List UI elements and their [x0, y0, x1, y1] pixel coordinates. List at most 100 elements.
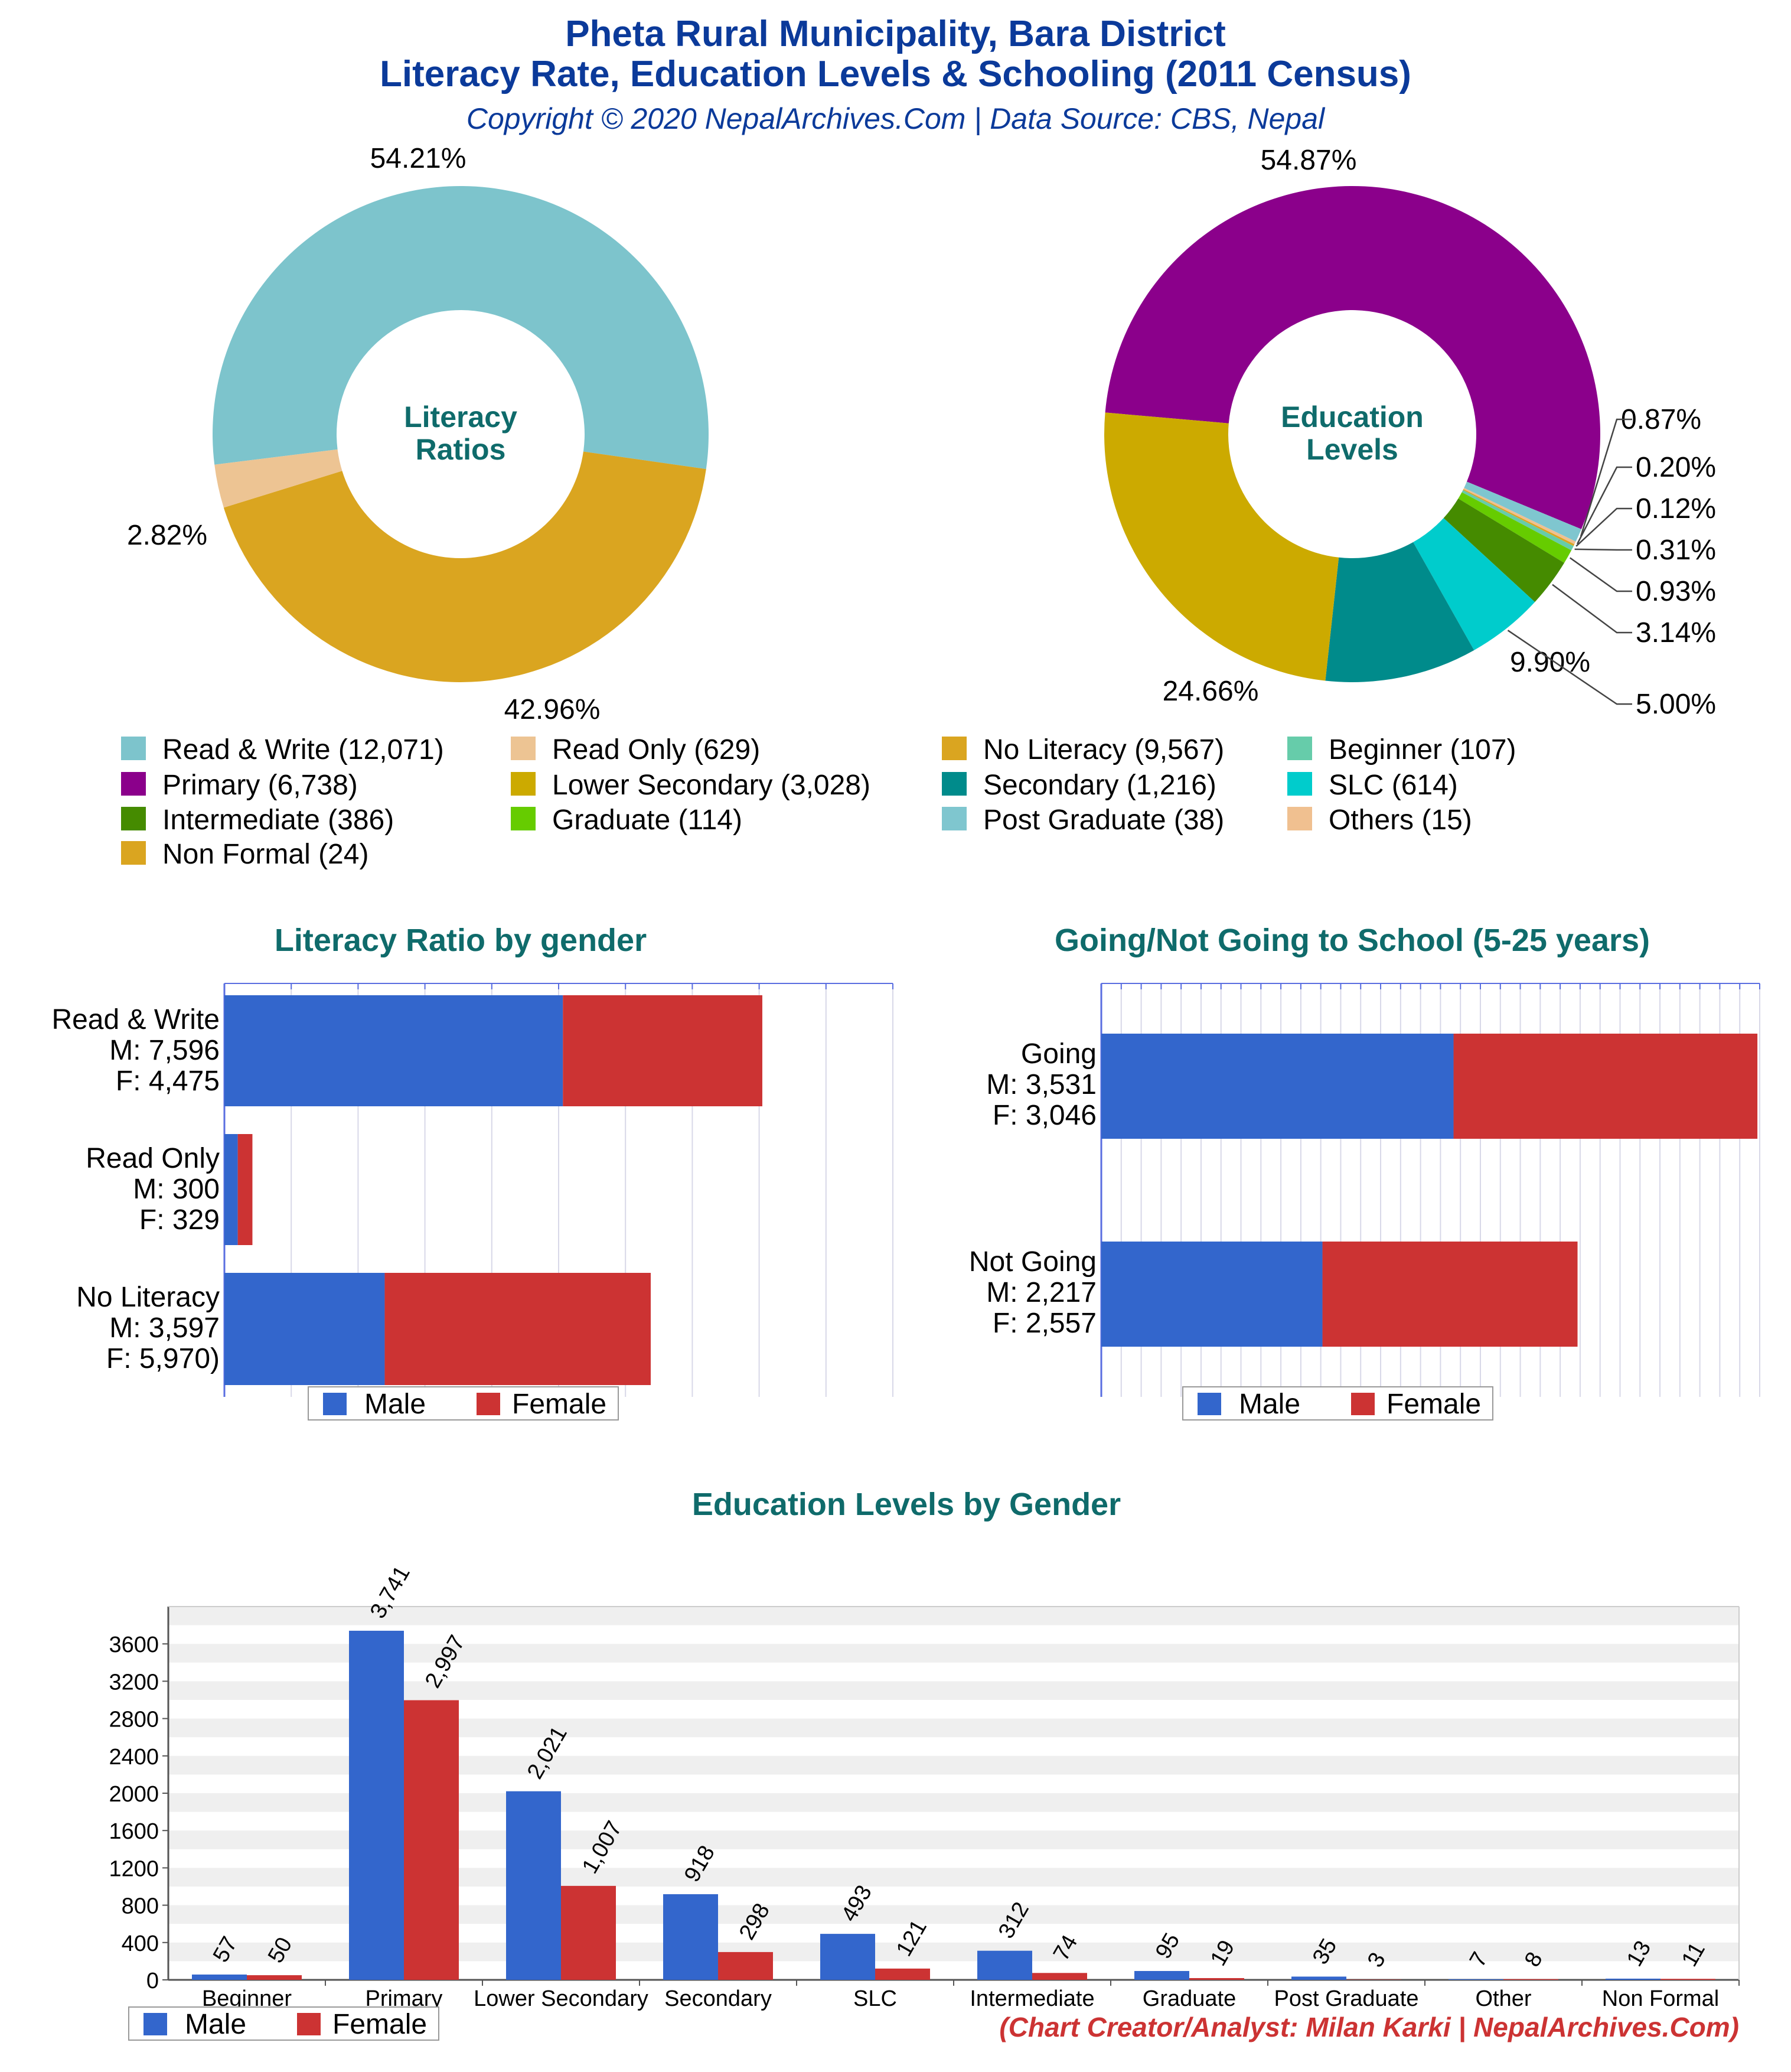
education-gender-data-label: 312 — [994, 1898, 1034, 1943]
education-gender-bar-male-graduate — [1134, 1970, 1189, 1980]
literacy-gender-bar-male-no-literacy — [224, 1273, 385, 1385]
education-leader-line-others — [1576, 466, 1632, 545]
legend-label-secondary-1-216: Secondary (1,216) — [983, 770, 1216, 801]
education-gender-bar-male-other — [1449, 1979, 1503, 1980]
schooling-bar-male-not-going — [1101, 1242, 1323, 1347]
literacy-slice-no-literacy — [223, 451, 706, 682]
credit-line: (Chart Creator/Analyst: Milan Karki | Ne… — [999, 2012, 1739, 2042]
main-subtitle-title: Literacy Rate, Education Levels & School… — [380, 54, 1411, 95]
education-gender-legend-label-female: Female — [332, 2009, 427, 2040]
education-gender-bar-female-slc — [875, 1968, 930, 1980]
legend-swatch-secondary-1-216 — [942, 772, 967, 796]
education-gender-y-tick-label: 2000 — [109, 1782, 159, 1807]
education-gender-data-label: 35 — [1308, 1934, 1342, 1969]
education-gender-bar-female-secondary — [718, 1952, 773, 1980]
legend-swatch-no-literacy-9-567 — [942, 737, 967, 760]
literacy-gender-category-label: M: 3,597 — [109, 1312, 220, 1344]
education-gender-data-label: 50 — [263, 1933, 298, 1967]
education-gender-bar-male-post-graduate — [1291, 1976, 1346, 1980]
schooling-bar-female-going — [1453, 1034, 1758, 1139]
schooling-title: Going/Not Going to School (5-25 years) — [1055, 923, 1650, 958]
education-slice-beginner — [1461, 490, 1574, 550]
education-slice-primary — [1105, 186, 1600, 529]
literacy-gender-legend-swatch-male — [323, 1393, 347, 1415]
literacy-gender-category-label: No Literacy — [76, 1282, 220, 1313]
education-slice-secondary — [1325, 542, 1474, 682]
literacy-gender-category-label: M: 7,596 — [109, 1035, 220, 1066]
legend-label-graduate-114: Graduate (114) — [552, 804, 742, 836]
education-slice-slc — [1413, 518, 1535, 650]
education-leader-line-slc — [1507, 630, 1632, 705]
education-gender-legend-swatch-female — [297, 2013, 321, 2035]
education-gender-bar-male-non-formal — [1606, 1978, 1660, 1980]
education-gender-y-tick-label: 1200 — [109, 1856, 159, 1881]
education-pct-label-primary: 54.87% — [1261, 145, 1357, 176]
schooling-legend-box — [1182, 1386, 1493, 1421]
legend-swatch-primary-6-738 — [121, 772, 146, 796]
literacy-gender-legend-swatch-female — [477, 1393, 500, 1415]
education-gender-bar-male-primary — [349, 1630, 404, 1980]
education-pct-label-lower-secondary: 24.66% — [1163, 676, 1259, 707]
main-title: Pheta Rural Municipality, Bara District — [565, 14, 1226, 54]
education-center-label: Levels — [1306, 433, 1398, 466]
literacy-gender-legend-label-male: Male — [364, 1389, 426, 1420]
literacy-slice-read-write — [213, 185, 709, 470]
literacy-gender-title: Literacy Ratio by gender — [275, 923, 647, 958]
education-gender-category-label: Intermediate — [970, 1986, 1094, 2011]
schooling-bar-female-not-going — [1322, 1242, 1578, 1347]
education-gender-data-label: 19 — [1206, 1936, 1240, 1970]
education-slice-others — [1463, 487, 1576, 545]
literacy-gender-category-label: F: 4,475 — [116, 1066, 220, 1097]
education-gender-data-label: 57 — [208, 1933, 243, 1967]
education-gender-bar-female-lower-secondary — [561, 1885, 616, 1980]
schooling-legend-label-male: Male — [1239, 1389, 1300, 1420]
education-gender-bar-male-intermediate — [977, 1950, 1032, 1980]
schooling-legend-swatch-female — [1351, 1393, 1375, 1415]
education-pct-label-intermediate: 3.14% — [1636, 617, 1716, 649]
schooling-legend-label-female: Female — [1387, 1389, 1481, 1420]
education-gender-category-label: Graduate — [1143, 1986, 1236, 2011]
education-gender-y-tick-label: 1600 — [109, 1819, 159, 1844]
legend-swatch-intermediate-386 — [121, 807, 146, 830]
legend-label-read-only-629: Read Only (629) — [552, 734, 760, 765]
education-pct-label-slc: 5.00% — [1636, 689, 1716, 720]
schooling-category-label: Not Going — [969, 1246, 1097, 1278]
legend-swatch-graduate-114 — [511, 807, 536, 830]
schooling-category-label: M: 2,217 — [986, 1277, 1097, 1308]
legend-label-read-write-12-071: Read & Write (12,071) — [162, 734, 444, 765]
education-pct-label-non-formal: 0.12% — [1636, 493, 1716, 524]
education-gender-bar-female-primary — [404, 1700, 459, 1980]
schooling-bar-male-going — [1101, 1034, 1454, 1139]
education-leader-line-beginner — [1574, 548, 1632, 551]
education-gender-y-tick-label: 2800 — [109, 1708, 159, 1732]
education-gender-legend-swatch-male — [143, 2013, 167, 2035]
legend-label-primary-6-738: Primary (6,738) — [162, 770, 358, 801]
legend-swatch-post-graduate-38 — [942, 807, 967, 830]
education-pct-label-post-graduate: 0.87% — [1621, 404, 1701, 435]
legend-swatch-lower-secondary-3-028 — [511, 772, 536, 796]
legend-label-non-formal-24: Non Formal (24) — [162, 839, 368, 870]
education-pct-label-secondary: 9.90% — [1510, 647, 1590, 678]
education-gender-bar-female-non-formal — [1660, 1979, 1715, 1980]
education-gender-bar-male-beginner — [192, 1974, 247, 1980]
literacy-gender-category-label: Read & Write — [51, 1004, 220, 1035]
literacy-slice-read-only — [214, 449, 342, 508]
legend-label-lower-secondary-3-028: Lower Secondary (3,028) — [552, 770, 870, 801]
education-gender-grid-band — [168, 1644, 1739, 1663]
education-leader-line-non-formal — [1575, 507, 1632, 547]
literacy-pct-label-no-literacy: 42.96% — [504, 694, 601, 725]
education-leader-line-intermediate — [1552, 584, 1632, 634]
education-gender-y-tick-label: 3600 — [109, 1633, 159, 1657]
legend-label-no-literacy-9-567: No Literacy (9,567) — [983, 734, 1224, 765]
education-slice-non-formal — [1463, 489, 1575, 546]
education-gender-y-tick-label: 3200 — [109, 1670, 159, 1695]
literacy-pct-label-read-write: 54.21% — [370, 143, 466, 174]
literacy-center-label: Ratios — [416, 433, 506, 466]
education-gender-grid-band — [168, 1607, 1739, 1625]
legend-swatch-others-15 — [1287, 807, 1312, 830]
education-gender-bar-male-secondary — [663, 1894, 718, 1980]
legend-swatch-slc-614 — [1287, 772, 1312, 796]
education-gender-bar-male-lower-secondary — [506, 1791, 561, 1980]
schooling-category-label: M: 3,531 — [986, 1069, 1097, 1100]
